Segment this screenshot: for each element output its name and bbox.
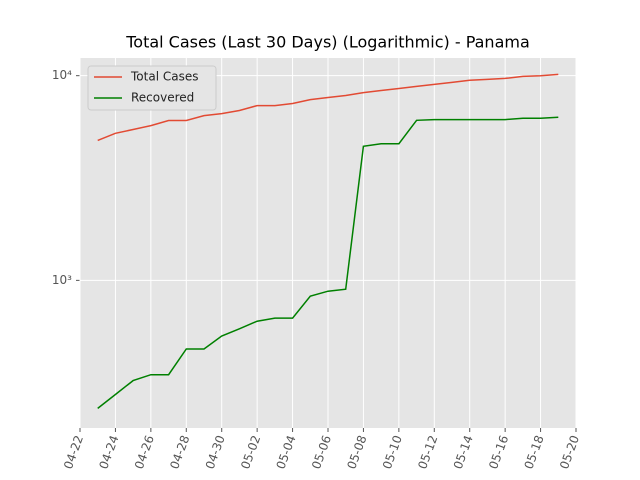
- x-tick-label: 05-04: [274, 433, 299, 471]
- legend-label: Recovered: [131, 91, 194, 105]
- x-tick-label: 04-26: [132, 433, 157, 471]
- x-tick-label: 04-24: [96, 433, 121, 471]
- x-tick-label: 05-12: [415, 433, 440, 471]
- x-tick-label: 05-20: [557, 433, 582, 471]
- x-tick-label: 05-06: [309, 433, 334, 471]
- x-tick-label: 05-10: [380, 433, 405, 471]
- x-tick-label: 05-08: [344, 433, 369, 471]
- x-tick-label: 05-16: [486, 433, 511, 471]
- y-tick-label: 10⁴: [52, 68, 72, 82]
- x-tick-label: 05-02: [238, 433, 263, 471]
- x-tick-label: 05-18: [522, 433, 547, 471]
- line-series: [97, 73, 559, 142]
- x-tick-label: 05-14: [451, 433, 476, 471]
- x-tick-label: 04-22: [61, 433, 86, 471]
- x-tick-label: 04-28: [167, 433, 192, 471]
- y-tick-label: 10³: [52, 273, 72, 287]
- x-tick-label: 04-30: [203, 433, 228, 471]
- chart-title: Total Cases (Last 30 Days) (Logarithmic)…: [125, 33, 530, 52]
- line-series: [97, 116, 559, 409]
- legend-label: Total Cases: [130, 70, 198, 84]
